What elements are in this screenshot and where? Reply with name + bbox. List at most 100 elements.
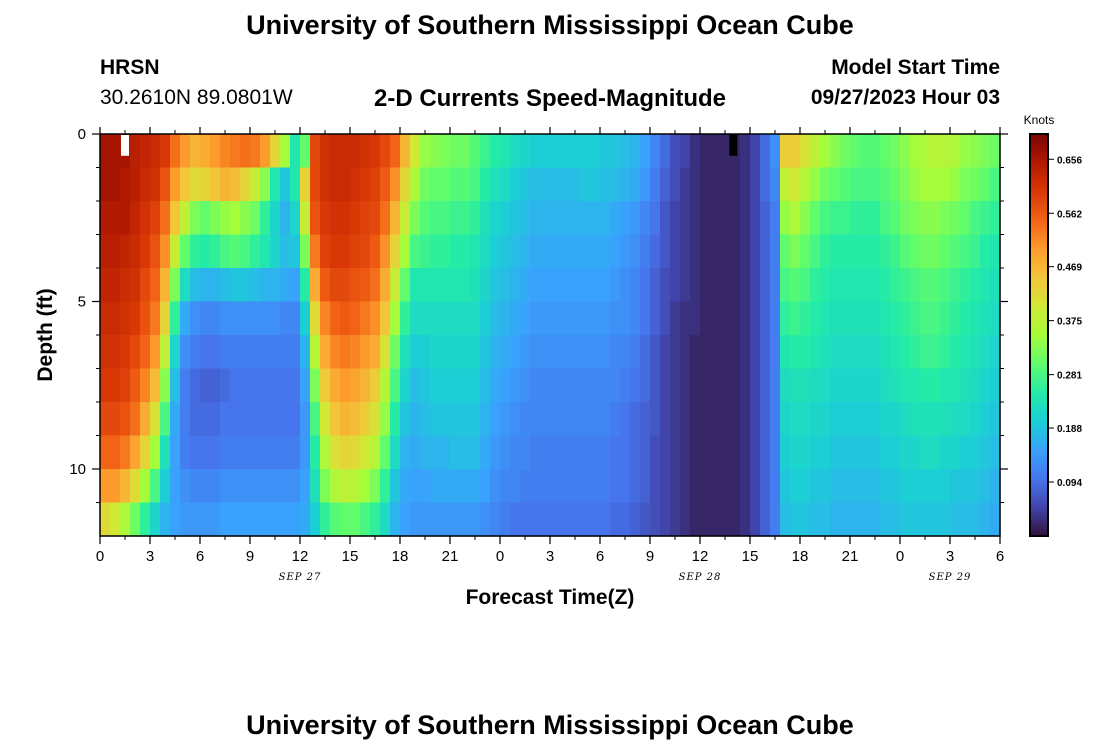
heatmap-cell — [770, 167, 781, 202]
heatmap-cell — [740, 368, 751, 403]
colorbar-segment — [1030, 502, 1048, 507]
heatmap-cell — [480, 368, 491, 403]
heatmap-cell — [780, 167, 791, 202]
heatmap-cell — [480, 335, 491, 370]
heatmap-cell — [510, 335, 521, 370]
heatmap-cell — [420, 234, 431, 269]
colorbar-segment — [1030, 368, 1048, 373]
heatmap-cell — [700, 435, 711, 470]
heatmap-cell — [590, 201, 601, 236]
heatmap-cell — [370, 301, 381, 336]
heatmap-cell — [860, 301, 871, 336]
heatmap-cell — [540, 134, 551, 169]
heatmap-cell — [640, 502, 651, 537]
heatmap-cell — [980, 201, 991, 236]
heatmap-cell — [110, 134, 121, 169]
heatmap-cell — [180, 201, 191, 236]
heatmap-cell — [230, 301, 241, 336]
heatmap-cell — [530, 234, 541, 269]
heatmap-cell — [820, 301, 831, 336]
heatmap-cell — [580, 435, 591, 470]
colorbar-segment — [1030, 201, 1048, 205]
heatmap-cell — [190, 268, 201, 303]
heatmap-cell — [190, 402, 201, 437]
heatmap-cell — [650, 234, 661, 269]
heatmap-cell — [590, 268, 601, 303]
colorbar-segment — [1030, 385, 1048, 390]
heatmap-cell — [870, 335, 881, 370]
heatmap-cell — [270, 502, 281, 537]
x-tick-label: 0 — [96, 548, 104, 565]
heatmap-cell — [820, 167, 831, 202]
x-tick-label: 3 — [946, 548, 954, 565]
colorbar-segment — [1030, 170, 1048, 175]
colorbar-segment — [1030, 304, 1048, 309]
heatmap-cell — [560, 234, 571, 269]
heatmap-cell — [900, 167, 911, 202]
heatmap-cell — [530, 201, 541, 236]
heatmap-cell — [900, 268, 911, 303]
heatmap-cell — [860, 469, 871, 504]
heatmap-cell — [810, 402, 821, 437]
heatmap-cell — [780, 335, 791, 370]
heatmap-cell — [980, 167, 991, 202]
x-axis-title: Forecast Time(Z) — [466, 586, 635, 609]
heatmap-cell — [780, 268, 791, 303]
colorbar-segment — [1030, 512, 1048, 517]
heatmap-cell — [630, 435, 641, 470]
heatmap-cell — [870, 201, 881, 236]
heatmap-cell — [680, 402, 691, 437]
colorbar-segment — [1030, 157, 1048, 162]
colorbar-segment — [1030, 217, 1048, 222]
heatmap-cell — [730, 201, 741, 236]
heatmap-cell — [190, 201, 201, 236]
heatmap-cell — [710, 301, 721, 336]
colorbar-segment — [1030, 365, 1048, 370]
heatmap-cell — [760, 134, 771, 169]
heatmap-cell — [760, 335, 771, 370]
x-tick-label: 12 — [692, 548, 709, 565]
heatmap-cell — [990, 167, 1001, 202]
heatmap-cell — [690, 268, 701, 303]
heatmap-cell — [840, 435, 851, 470]
heatmap-cell — [340, 301, 351, 336]
heatmap-cell — [200, 167, 211, 202]
heatmap-cell — [710, 335, 721, 370]
heatmap-cell — [340, 502, 351, 537]
colorbar-segment — [1030, 227, 1048, 232]
colorbar-segment — [1030, 341, 1048, 346]
heatmap-cell — [540, 368, 551, 403]
heatmap-cell — [680, 301, 691, 336]
heatmap-cell — [180, 402, 191, 437]
colorbar-segment — [1030, 448, 1048, 453]
heatmap-cell — [290, 469, 301, 504]
heatmap-cell — [790, 301, 801, 336]
colorbar-segment — [1030, 268, 1048, 272]
heatmap-cell — [640, 234, 651, 269]
heatmap-cell — [270, 402, 281, 437]
heatmap-cell — [490, 201, 501, 236]
heatmap-cell — [840, 301, 851, 336]
heatmap-cell — [110, 469, 121, 504]
heatmap-cell — [820, 268, 831, 303]
heatmap-cell — [820, 335, 831, 370]
heatmap-cell — [880, 368, 891, 403]
heatmap-cell — [180, 134, 191, 169]
heatmap-cell — [740, 234, 751, 269]
heatmap-cell — [920, 435, 931, 470]
heatmap-cell — [790, 268, 801, 303]
heatmap-cell — [960, 335, 971, 370]
heatmap-cell — [610, 502, 621, 537]
heatmap-cell — [100, 234, 111, 269]
heatmap-cell — [790, 134, 801, 169]
heatmap-cell — [640, 301, 651, 336]
heatmap-cell — [910, 234, 921, 269]
heatmap-cell — [410, 502, 421, 537]
heatmap-cell — [870, 502, 881, 537]
heatmap-cell — [950, 469, 961, 504]
heatmap-cell — [440, 469, 451, 504]
heatmap-cell — [820, 201, 831, 236]
heatmap-cell — [320, 167, 331, 202]
heatmap-cell — [530, 301, 541, 336]
heatmap-cell — [140, 268, 151, 303]
